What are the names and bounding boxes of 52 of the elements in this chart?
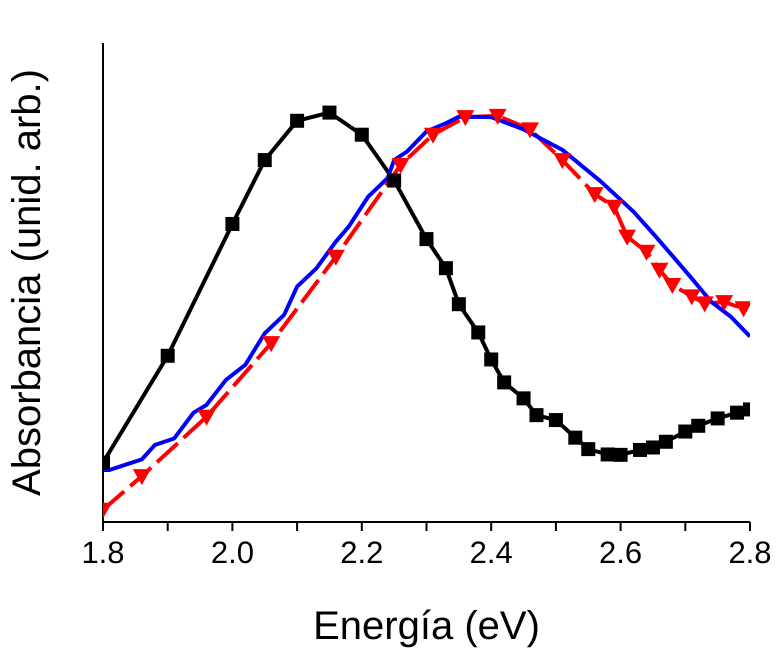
x-tick-label: 2.2 [340, 535, 384, 570]
point [663, 278, 682, 294]
x-tick-label: 2.6 [599, 535, 642, 570]
point [516, 391, 531, 406]
x-tick-label: 2.0 [210, 535, 254, 570]
point [529, 408, 544, 422]
point [553, 153, 572, 170]
point [614, 448, 628, 462]
x-tick-label: 1.8 [81, 535, 125, 570]
x-tick-label: 2.8 [728, 535, 772, 570]
point [730, 406, 744, 420]
point [290, 114, 304, 128]
point [682, 289, 701, 306]
point [650, 262, 668, 279]
point [198, 410, 216, 426]
point [488, 108, 507, 125]
point [132, 469, 151, 486]
point [568, 430, 582, 445]
point [521, 122, 540, 138]
point [471, 325, 486, 340]
point [225, 216, 240, 231]
point [633, 442, 648, 457]
point [691, 418, 706, 433]
point [484, 352, 498, 366]
x-tick-label: 2.4 [470, 535, 513, 570]
point [605, 200, 624, 216]
point [452, 297, 466, 312]
point [497, 375, 512, 390]
point [456, 110, 474, 126]
point [322, 106, 336, 120]
point [581, 442, 596, 456]
y-axis-title: Absorbancia (unid. arb.) [5, 69, 50, 496]
point [326, 250, 345, 266]
point [715, 295, 734, 312]
point [618, 230, 636, 246]
point [586, 187, 604, 204]
x-axis-title: Energía (eV) [313, 604, 540, 648]
point [392, 158, 410, 174]
point [678, 424, 692, 439]
point [258, 153, 272, 168]
point [658, 434, 673, 449]
point [354, 128, 369, 142]
point [600, 447, 615, 462]
point [262, 336, 280, 352]
point [696, 296, 714, 312]
point [438, 261, 453, 276]
point [548, 413, 563, 428]
point [160, 348, 175, 363]
point [420, 232, 434, 246]
point [387, 174, 402, 188]
point [424, 128, 442, 144]
point [710, 411, 725, 426]
